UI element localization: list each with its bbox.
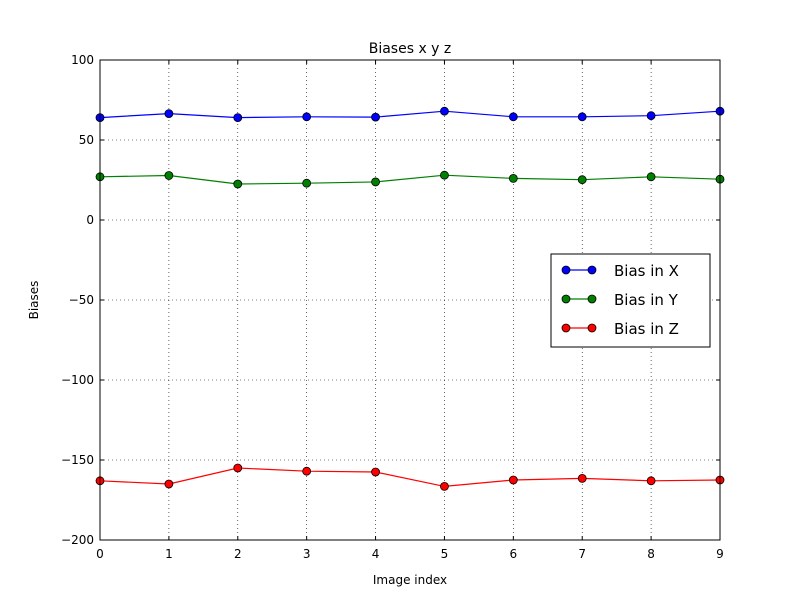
data-point	[164, 109, 174, 118]
y-tick-label: 0	[86, 213, 94, 227]
y-tick-label: −200	[61, 533, 94, 547]
x-tick-label: 7	[578, 547, 586, 561]
legend-item: Bias in Y	[561, 291, 679, 309]
data-point	[440, 481, 449, 491]
data-point	[302, 466, 312, 476]
data-point	[577, 112, 587, 122]
legend-item: Bias in X	[561, 262, 679, 280]
x-tick-label: 0	[96, 547, 104, 561]
data-point	[302, 112, 312, 122]
series-line	[99, 110, 721, 119]
legend-marker	[587, 323, 597, 333]
y-tick-label: 50	[79, 133, 94, 147]
data-point	[233, 113, 243, 122]
series-line	[99, 467, 721, 488]
axis-ticks: 0 1 2 3 4 5 6 7 8 9 100 50 0 −50 −100 −150 −200	[61, 53, 724, 561]
data-point	[233, 463, 243, 473]
data-point	[508, 475, 518, 485]
data-point	[371, 177, 380, 187]
legend: Bias in X Bias in Y Bias in Z	[550, 253, 711, 348]
data-point	[508, 173, 518, 183]
y-tick-label: −150	[61, 453, 94, 467]
x-axis-label: Image index	[373, 573, 447, 587]
data-point	[302, 178, 312, 188]
y-tick-label: 100	[71, 53, 94, 67]
y-tick-label: −50	[69, 293, 94, 307]
data-point	[440, 170, 449, 180]
chart-title: Biases x y z	[369, 41, 452, 57]
y-tick-label: −100	[61, 373, 94, 387]
y-axis-label: Biases	[27, 281, 41, 320]
legend-label: Bias in Y	[614, 291, 679, 309]
legend-label: Bias in X	[614, 262, 679, 280]
x-tick-label: 3	[303, 547, 311, 561]
data-point	[577, 175, 587, 185]
data-point	[440, 106, 449, 116]
x-tick-label: 2	[234, 547, 242, 561]
legend-item: Bias in Z	[561, 320, 679, 338]
data-point	[233, 179, 243, 189]
series-line	[99, 174, 721, 185]
x-tick-label: 5	[441, 547, 449, 561]
x-tick-label: 1	[165, 547, 173, 561]
legend-marker	[561, 323, 571, 333]
data-point	[646, 476, 656, 486]
data-point	[371, 467, 380, 477]
x-tick-label: 9	[716, 547, 724, 561]
data-point	[646, 111, 656, 121]
legend-marker	[561, 265, 571, 275]
x-tick-label: 6	[510, 547, 518, 561]
data-point	[646, 172, 656, 182]
legend-marker	[587, 265, 597, 275]
data-point	[164, 171, 174, 180]
data-point	[577, 473, 587, 483]
legend-marker	[561, 294, 571, 304]
data-point	[508, 112, 518, 122]
data-point	[164, 479, 174, 489]
legend-marker	[587, 294, 597, 304]
x-tick-label: 8	[647, 547, 655, 561]
data-point	[371, 112, 380, 122]
legend-label: Bias in Z	[614, 320, 679, 338]
series-layer	[95, 106, 725, 491]
x-tick-label: 4	[372, 547, 380, 561]
